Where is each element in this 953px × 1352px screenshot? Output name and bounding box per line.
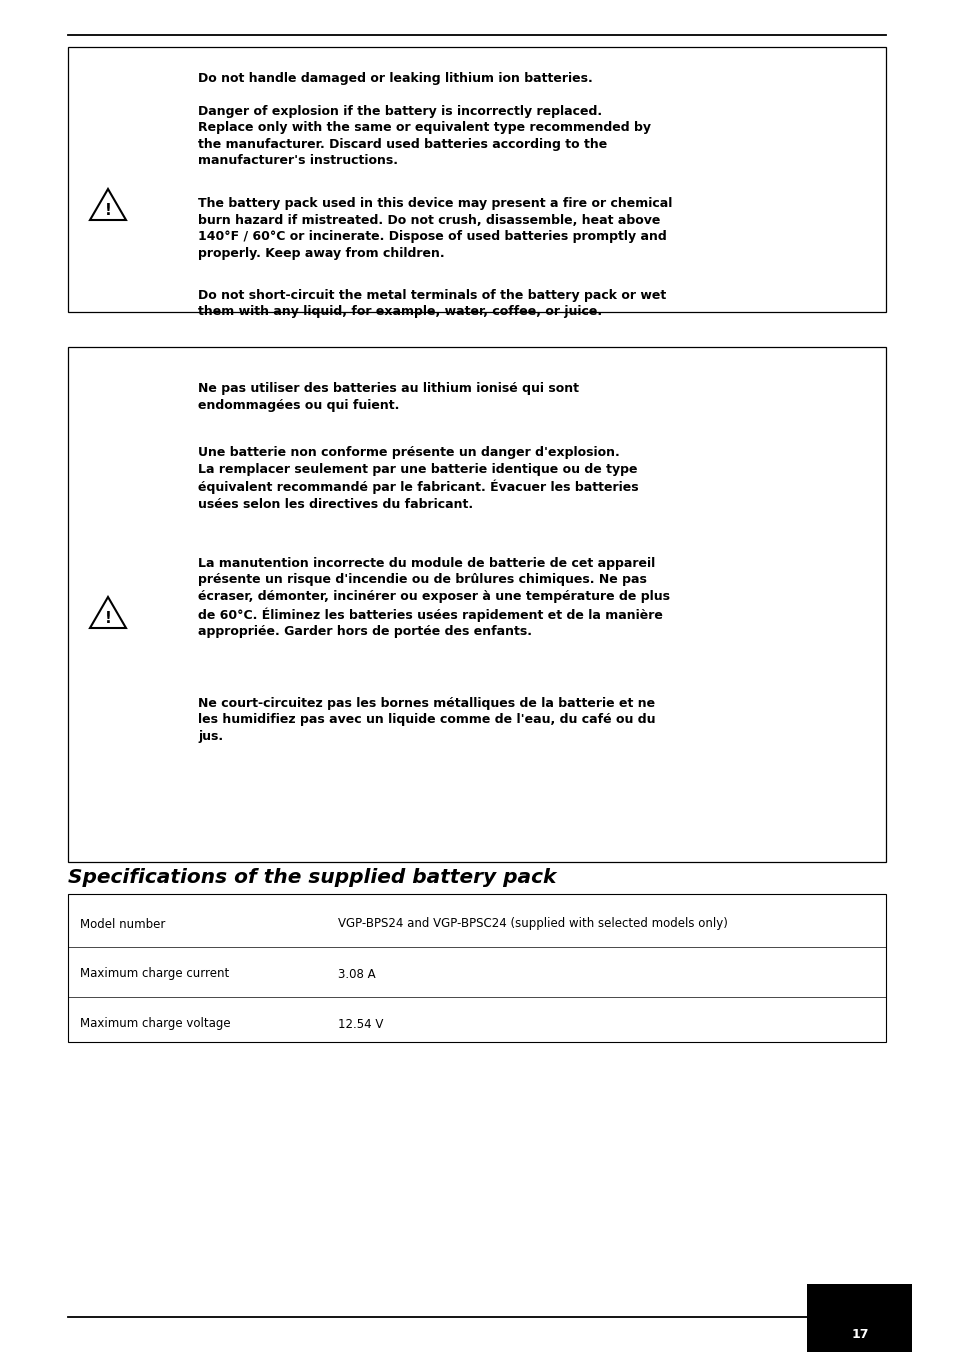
Text: !: ! xyxy=(105,203,112,218)
Text: Maximum charge current: Maximum charge current xyxy=(80,968,229,980)
Text: Ne pas utiliser des batteries au lithium ionisé qui sont
endommagées ou qui fuie: Ne pas utiliser des batteries au lithium… xyxy=(198,383,578,411)
Text: VGP-BPS24 and VGP-BPSC24 (supplied with selected models only): VGP-BPS24 and VGP-BPSC24 (supplied with … xyxy=(337,918,727,930)
Text: Do not short-circuit the metal terminals of the battery pack or wet
them with an: Do not short-circuit the metal terminals… xyxy=(198,289,665,319)
FancyBboxPatch shape xyxy=(68,47,885,312)
Text: La manutention incorrecte du module de batterie de cet appareil
présente un risq: La manutention incorrecte du module de b… xyxy=(198,557,669,638)
Text: Une batterie non conforme présente un danger d'explosion.
La remplacer seulement: Une batterie non conforme présente un da… xyxy=(198,446,638,511)
Text: Danger of explosion if the battery is incorrectly replaced.
Replace only with th: Danger of explosion if the battery is in… xyxy=(198,105,650,168)
Text: Ne court-circuitez pas les bornes métalliques de la batterie et ne
les humidifie: Ne court-circuitez pas les bornes métall… xyxy=(198,698,655,744)
Text: !: ! xyxy=(105,611,112,626)
Text: The battery pack used in this device may present a fire or chemical
burn hazard : The battery pack used in this device may… xyxy=(198,197,672,260)
Text: Model number: Model number xyxy=(80,918,165,930)
Text: 17: 17 xyxy=(850,1328,868,1340)
FancyBboxPatch shape xyxy=(68,894,885,1042)
Text: 3.08 A: 3.08 A xyxy=(337,968,375,980)
Text: 12.54 V: 12.54 V xyxy=(337,1018,383,1030)
FancyBboxPatch shape xyxy=(68,347,885,863)
Text: Do not handle damaged or leaking lithium ion batteries.: Do not handle damaged or leaking lithium… xyxy=(198,72,592,85)
Text: Specifications of the supplied battery pack: Specifications of the supplied battery p… xyxy=(68,868,556,887)
Text: Maximum charge voltage: Maximum charge voltage xyxy=(80,1018,231,1030)
